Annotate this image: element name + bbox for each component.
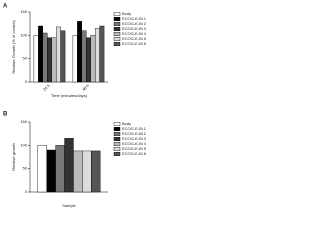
legend-swatch <box>113 141 121 146</box>
bar <box>37 145 47 193</box>
legend-swatch <box>113 126 121 131</box>
bar <box>72 35 78 83</box>
bar <box>73 150 83 193</box>
legend-label: ECOG-E-Bi 5 <box>122 36 147 41</box>
legend-swatch <box>113 121 121 126</box>
bar <box>77 21 83 83</box>
x-axis-label: Sample <box>62 203 76 208</box>
panel-label: A <box>3 4 8 10</box>
y-tick-label: 50 <box>23 56 28 61</box>
y-tick-label: 100 <box>20 142 27 147</box>
bar <box>99 25 105 83</box>
bar <box>82 150 92 193</box>
y-tick-label: 150 <box>20 9 27 14</box>
y-axis-label: Relative growth <box>11 143 16 171</box>
bar <box>46 149 56 193</box>
y-tick-label: 150 <box>20 119 27 124</box>
y-axis-label: Relative Growth (% of control) <box>11 20 16 74</box>
legend-swatch <box>113 146 121 151</box>
legend-swatch <box>113 22 121 27</box>
legend-label: ECOG-E-Bi 4 <box>122 31 147 36</box>
legend-label: ECOG-E-Bi 5 <box>122 146 147 151</box>
legend-label: ECOG-E-Bi 6 <box>122 151 147 156</box>
bar <box>42 32 48 83</box>
legend-swatch <box>113 42 121 47</box>
bar <box>60 30 66 83</box>
legend-label: ECOG-E-Bi 2 <box>122 131 147 136</box>
bar <box>38 25 44 83</box>
legend-label: ECOG-E-Bi 2 <box>122 21 147 26</box>
legend-swatch <box>113 151 121 156</box>
legend-label: Body <box>122 121 131 126</box>
legend-label: ECOG-E-Bi 6 <box>122 41 147 46</box>
x-tick-label: 48 h <box>81 83 90 92</box>
bar <box>90 35 96 83</box>
bar <box>91 150 101 193</box>
bar <box>55 26 61 83</box>
legend-label: ECOG-E-Bi 3 <box>122 26 147 31</box>
y-tick-label: 100 <box>20 32 27 37</box>
bar <box>94 28 100 83</box>
panel-label: B <box>3 112 8 118</box>
y-tick-label: 50 <box>23 166 28 171</box>
legend-label: ECOG-E-Bi 4 <box>122 141 147 146</box>
figure: A 0 50 100 150 Relative Growth (% of control)… <box>3 4 147 208</box>
y-tick-label: 0 <box>25 189 28 194</box>
x-axis-label: Time (minutes/days) <box>51 93 88 98</box>
legend-swatch <box>113 131 121 136</box>
bar <box>64 138 74 193</box>
legend-swatch <box>113 32 121 37</box>
bar <box>47 37 52 83</box>
bar <box>55 145 65 193</box>
legend-label: Body <box>122 11 131 16</box>
bar <box>81 30 87 83</box>
legend-label: ECOG-E-Bi 1 <box>122 16 147 21</box>
legend-swatch <box>113 11 121 16</box>
bar <box>51 37 57 83</box>
legend-label: ECOG-E-Bi 3 <box>122 136 147 141</box>
legend-label: ECOG-E-Bi 1 <box>122 126 147 131</box>
y-tick-label: 0 <box>25 79 28 84</box>
bar <box>33 35 39 83</box>
x-tick-label: 24 h <box>42 83 51 92</box>
legend-swatch <box>113 136 121 141</box>
bar <box>86 37 91 83</box>
legend-swatch <box>113 37 121 42</box>
legend-swatch <box>113 17 121 22</box>
legend-swatch <box>113 27 121 32</box>
